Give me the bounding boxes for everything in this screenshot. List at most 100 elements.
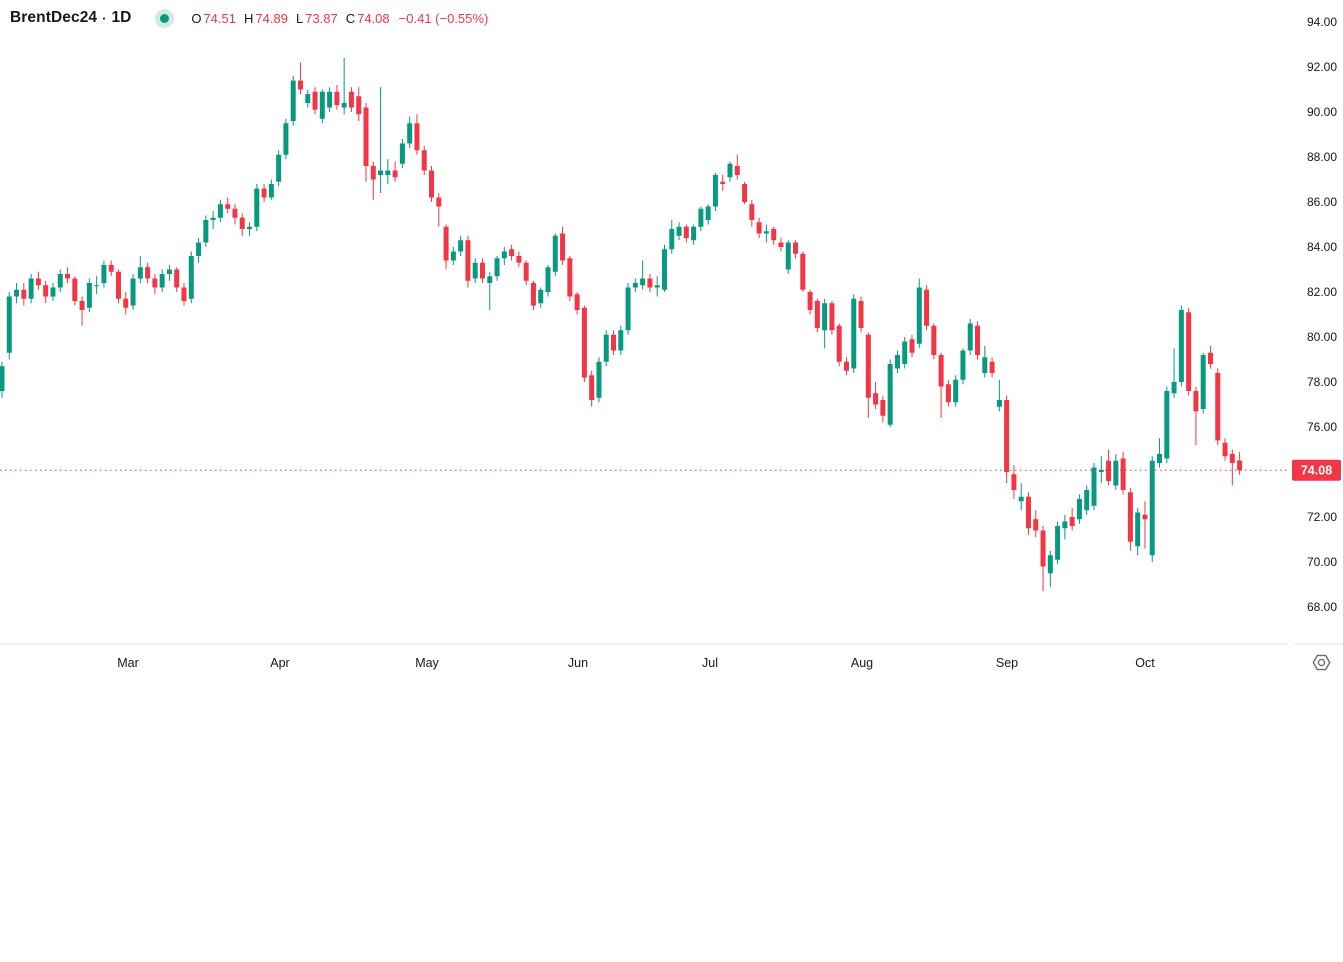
candle-body [101, 265, 107, 283]
candle-body [1164, 391, 1170, 459]
candle-body [931, 325, 937, 355]
ohlc-value-H: 74.89 [255, 10, 288, 26]
candle-body [734, 166, 740, 175]
candle-body [574, 294, 580, 310]
candle-body [749, 204, 755, 220]
market-status-icon[interactable] [155, 8, 175, 28]
candle-body [363, 107, 369, 166]
candle-body [916, 287, 922, 344]
candle-body [538, 289, 544, 304]
candle-body [1098, 469, 1104, 472]
time-tick-label: Apr [270, 656, 289, 670]
ohlc-value-L: 73.87 [305, 10, 338, 26]
candle-body [1084, 490, 1090, 511]
candle-body [429, 170, 435, 198]
interval-label[interactable]: 1D [111, 9, 132, 26]
candle-body [72, 278, 78, 301]
candle-body [661, 249, 667, 290]
candle-body [57, 274, 63, 288]
time-scale[interactable]: Mar Apr May Jun Jul Aug Sep Oct [117, 656, 1155, 670]
candle-body [676, 226, 682, 236]
candle-body [174, 269, 180, 288]
candle-body [210, 217, 216, 220]
candle-body [698, 208, 704, 227]
candle-body [880, 400, 886, 416]
candle-body [203, 220, 209, 243]
candle-body [28, 278, 34, 299]
candle-body [196, 242, 202, 256]
symbol-interval-separator: · [102, 10, 107, 26]
candle-body [807, 292, 813, 310]
candle-body [1025, 496, 1031, 529]
candle-body [1171, 382, 1177, 394]
time-tick-label: Jul [702, 656, 718, 670]
candle-body [632, 283, 638, 288]
time-tick-label: Sep [996, 656, 1018, 670]
chart-legend: BrentDec24 · 1D O 74.51 H 74.89 L 73.87 C 74.08… [10, 7, 488, 29]
candle-body [319, 91, 325, 119]
candle-body [654, 285, 660, 288]
candle-body [887, 364, 893, 425]
candles-series[interactable] [0, 58, 1243, 592]
candle-body [1069, 517, 1075, 526]
candle-body [778, 242, 784, 247]
candle-body [254, 188, 260, 227]
candle-body [509, 249, 515, 256]
candle-body [94, 285, 100, 287]
price-tick-label: 84.00 [1307, 240, 1337, 254]
candle-body [705, 206, 711, 220]
scale-settings-gear-icon[interactable] [1312, 654, 1331, 671]
candle-body [217, 204, 223, 218]
candle-body [756, 222, 762, 234]
market-status-dot-icon [160, 13, 170, 23]
candle-body [982, 357, 988, 373]
candle-body [822, 303, 828, 331]
candle-body [370, 166, 376, 180]
price-tick-label: 72.00 [1307, 510, 1337, 524]
candle-body [960, 350, 966, 380]
candle-body [1186, 312, 1192, 391]
candle-body [1004, 400, 1010, 472]
candle-body [1018, 496, 1024, 502]
candle-body [458, 240, 464, 252]
candle-body [35, 278, 41, 286]
candle-body [43, 285, 49, 297]
ohlc-value-C: 74.08 [357, 10, 390, 26]
candle-body [79, 301, 85, 310]
candle-body [1215, 373, 1221, 441]
candle-body [123, 298, 129, 308]
candle-body [1193, 391, 1199, 412]
candle-body [560, 233, 566, 261]
symbol-name[interactable]: BrentDec24 [10, 9, 98, 26]
candlestick-chart[interactable]: 94.00 92.00 90.00 88.00 86.00 84.00 82.00 80.00… [0, 0, 1343, 700]
price-tick-label: 78.00 [1307, 375, 1337, 389]
candle-body [225, 204, 231, 209]
price-tick-label: 90.00 [1307, 105, 1337, 119]
candle-body [829, 303, 835, 331]
price-scale[interactable]: 94.00 92.00 90.00 88.00 86.00 84.00 82.00 80.00… [1307, 15, 1337, 614]
candle-body [494, 258, 500, 277]
candle-body [268, 184, 274, 198]
candle-body [596, 361, 602, 398]
last-price-label: 74.08 [1292, 459, 1341, 481]
candle-body [1113, 460, 1119, 486]
price-tick-label: 86.00 [1307, 195, 1337, 209]
candle-body [181, 287, 187, 301]
ohlc-label-L: L [295, 10, 304, 26]
candle-body [1157, 454, 1163, 463]
candle-body [130, 278, 136, 306]
price-tick-label: 94.00 [1307, 15, 1337, 29]
candle-body [472, 262, 478, 279]
price-tick-label: 92.00 [1307, 60, 1337, 74]
candle-body [421, 150, 427, 171]
candle-body [843, 361, 849, 371]
candle-body [450, 251, 456, 261]
candle-body [1142, 514, 1148, 520]
candle-body [1011, 474, 1017, 490]
candle-body [86, 283, 92, 308]
candle-body [407, 123, 413, 144]
candle-body [65, 274, 71, 279]
candle-body [581, 307, 587, 378]
candle-body [1091, 467, 1097, 506]
candle-body [1149, 460, 1155, 556]
